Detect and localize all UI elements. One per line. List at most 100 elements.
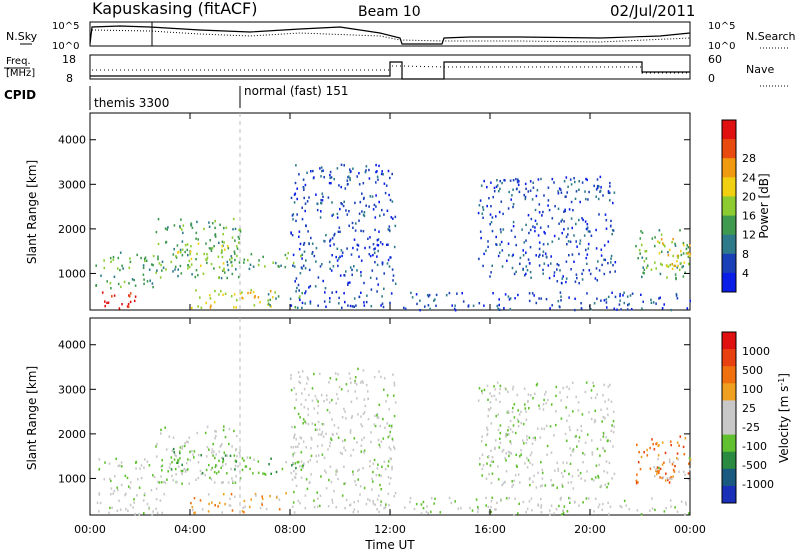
range-cell (307, 413, 310, 417)
range-cell (337, 264, 339, 268)
range-cell (363, 196, 365, 200)
colorbar-swatch (722, 177, 736, 197)
range-cell (179, 451, 181, 455)
range-cell (215, 464, 217, 467)
range-cell (549, 513, 551, 516)
range-cell (604, 483, 607, 486)
cpid-program-normal: normal (fast) 151 (244, 84, 348, 98)
range-cell (508, 496, 510, 500)
range-cell (155, 507, 157, 510)
colorbar-swatch (722, 468, 736, 487)
range-cell (674, 273, 677, 276)
range-cell (391, 465, 393, 469)
range-cell (233, 293, 236, 296)
range-cell (316, 208, 319, 212)
range-cell (328, 381, 330, 384)
range-cell (375, 194, 377, 197)
range-cell (486, 433, 488, 437)
range-cell (230, 255, 233, 258)
range-cell (353, 508, 356, 511)
range-cell (357, 367, 359, 371)
range-cell (284, 265, 287, 269)
range-cell (180, 469, 183, 473)
range-cell (235, 448, 237, 452)
range-cell (533, 474, 535, 478)
range-cell (350, 400, 353, 403)
range-cell (515, 177, 517, 181)
range-cell (388, 265, 391, 268)
range-cell (520, 453, 522, 456)
range-cell (499, 437, 501, 440)
power-panel-marks (95, 163, 692, 312)
range-cell (223, 451, 226, 454)
range-cell (550, 255, 552, 258)
range-cell (409, 500, 411, 504)
range-cell (500, 498, 502, 501)
range-cell (224, 292, 227, 295)
range-cell (110, 493, 112, 496)
range-cell (376, 243, 379, 247)
range-cell (269, 304, 271, 307)
range-cell (495, 508, 497, 511)
range-cell (523, 193, 525, 197)
range-cell (587, 230, 590, 233)
range-cell (684, 513, 686, 516)
range-cell (170, 468, 173, 471)
range-cell (95, 264, 97, 267)
range-cell (377, 244, 380, 247)
range-cell (367, 417, 370, 421)
range-cell (537, 234, 540, 237)
range-cell (373, 248, 375, 251)
range-cell (236, 455, 238, 458)
range-cell (205, 468, 208, 472)
range-cell (566, 510, 569, 513)
range-cell (181, 228, 183, 231)
range-cell (329, 444, 331, 448)
range-cell (525, 441, 528, 445)
range-cell (659, 296, 661, 299)
range-cell (159, 276, 162, 279)
range-cell (614, 270, 616, 273)
range-cell (129, 503, 132, 507)
range-cell (316, 460, 318, 463)
range-cell (587, 198, 589, 201)
range-cell (151, 282, 154, 285)
range-cell (609, 225, 612, 228)
range-cell (393, 447, 396, 450)
range-cell (381, 261, 384, 264)
range-cell (383, 182, 386, 185)
range-cell (341, 452, 344, 455)
range-cell (667, 254, 670, 257)
range-cell (206, 253, 208, 256)
range-cell (500, 231, 502, 234)
range-cell (388, 193, 390, 197)
range-cell (658, 469, 660, 472)
range-cell (250, 253, 253, 256)
range-cell (530, 451, 533, 454)
range-cell (120, 285, 122, 289)
range-cell (231, 477, 233, 480)
range-cell (229, 258, 231, 261)
range-cell (329, 173, 331, 177)
range-cell (177, 465, 180, 468)
range-cell (520, 449, 522, 452)
range-cell (419, 309, 421, 312)
range-cell (296, 461, 299, 464)
range-cell (571, 226, 573, 230)
range-cell (354, 201, 356, 205)
range-cell (188, 482, 191, 485)
range-cell (387, 464, 389, 468)
range-cell (659, 467, 662, 471)
range-cell (181, 471, 183, 474)
range-cell (481, 467, 484, 471)
range-cell (637, 461, 640, 464)
range-cell (133, 299, 136, 303)
range-cell (501, 483, 503, 487)
range-cell (218, 450, 221, 453)
range-cell (669, 499, 672, 502)
range-cell (529, 453, 532, 457)
range-cell (574, 180, 576, 184)
range-cell (380, 474, 382, 478)
range-cell (365, 169, 367, 172)
range-cell (304, 302, 306, 305)
